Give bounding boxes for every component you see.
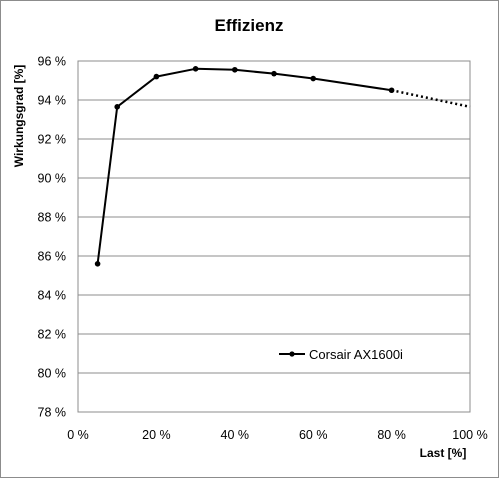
data-point bbox=[271, 70, 277, 77]
y-tick-label: 92 % bbox=[38, 133, 67, 147]
data-point bbox=[192, 66, 199, 72]
data-point bbox=[310, 75, 317, 82]
x-tick-label: 20 % bbox=[142, 428, 171, 442]
gridlines bbox=[78, 60, 470, 413]
series-line bbox=[96, 67, 392, 264]
data-point bbox=[153, 73, 160, 80]
y-tick-label: 96 % bbox=[38, 55, 67, 69]
x-tick-label: 40 % bbox=[221, 428, 250, 442]
data-point bbox=[232, 66, 238, 73]
legend-label: Corsair AX1600i bbox=[309, 347, 403, 362]
legend-marker bbox=[289, 351, 295, 357]
data-point bbox=[388, 87, 395, 94]
series-layer bbox=[94, 66, 471, 267]
x-tick-label: 80 % bbox=[377, 428, 406, 442]
y-tick-label: 86 % bbox=[38, 250, 67, 264]
x-tick-label: 0 % bbox=[67, 428, 89, 442]
data-point bbox=[94, 261, 101, 267]
y-axis-label: Wirkungsgrad [%] bbox=[12, 65, 26, 168]
data-point bbox=[114, 104, 120, 110]
plot-area bbox=[77, 60, 471, 413]
chart-title: Effizienz bbox=[215, 16, 284, 35]
x-tick-label: 60 % bbox=[299, 428, 328, 442]
y-tick-label: 94 % bbox=[38, 94, 67, 108]
x-axis-ticks: 0 % 20 % 40 % 60 % 80 % 100 % bbox=[67, 428, 488, 442]
y-tick-label: 80 % bbox=[38, 367, 67, 381]
y-tick-label: 84 % bbox=[38, 289, 67, 303]
x-tick-label: 100 % bbox=[452, 428, 487, 442]
y-axis-ticks: 78 % 80 % 82 % 84 % 86 % 88 % 90 % 92 % 94 % 96 % bbox=[38, 55, 67, 420]
legend: Corsair AX1600i bbox=[279, 347, 403, 362]
y-tick-label: 88 % bbox=[38, 211, 67, 225]
y-tick-label: 78 % bbox=[38, 406, 67, 420]
y-tick-label: 90 % bbox=[38, 172, 67, 186]
x-axis-label: Last [%] bbox=[420, 446, 467, 460]
series-extrapolation-line bbox=[391, 89, 471, 109]
y-tick-label: 82 % bbox=[38, 328, 67, 342]
